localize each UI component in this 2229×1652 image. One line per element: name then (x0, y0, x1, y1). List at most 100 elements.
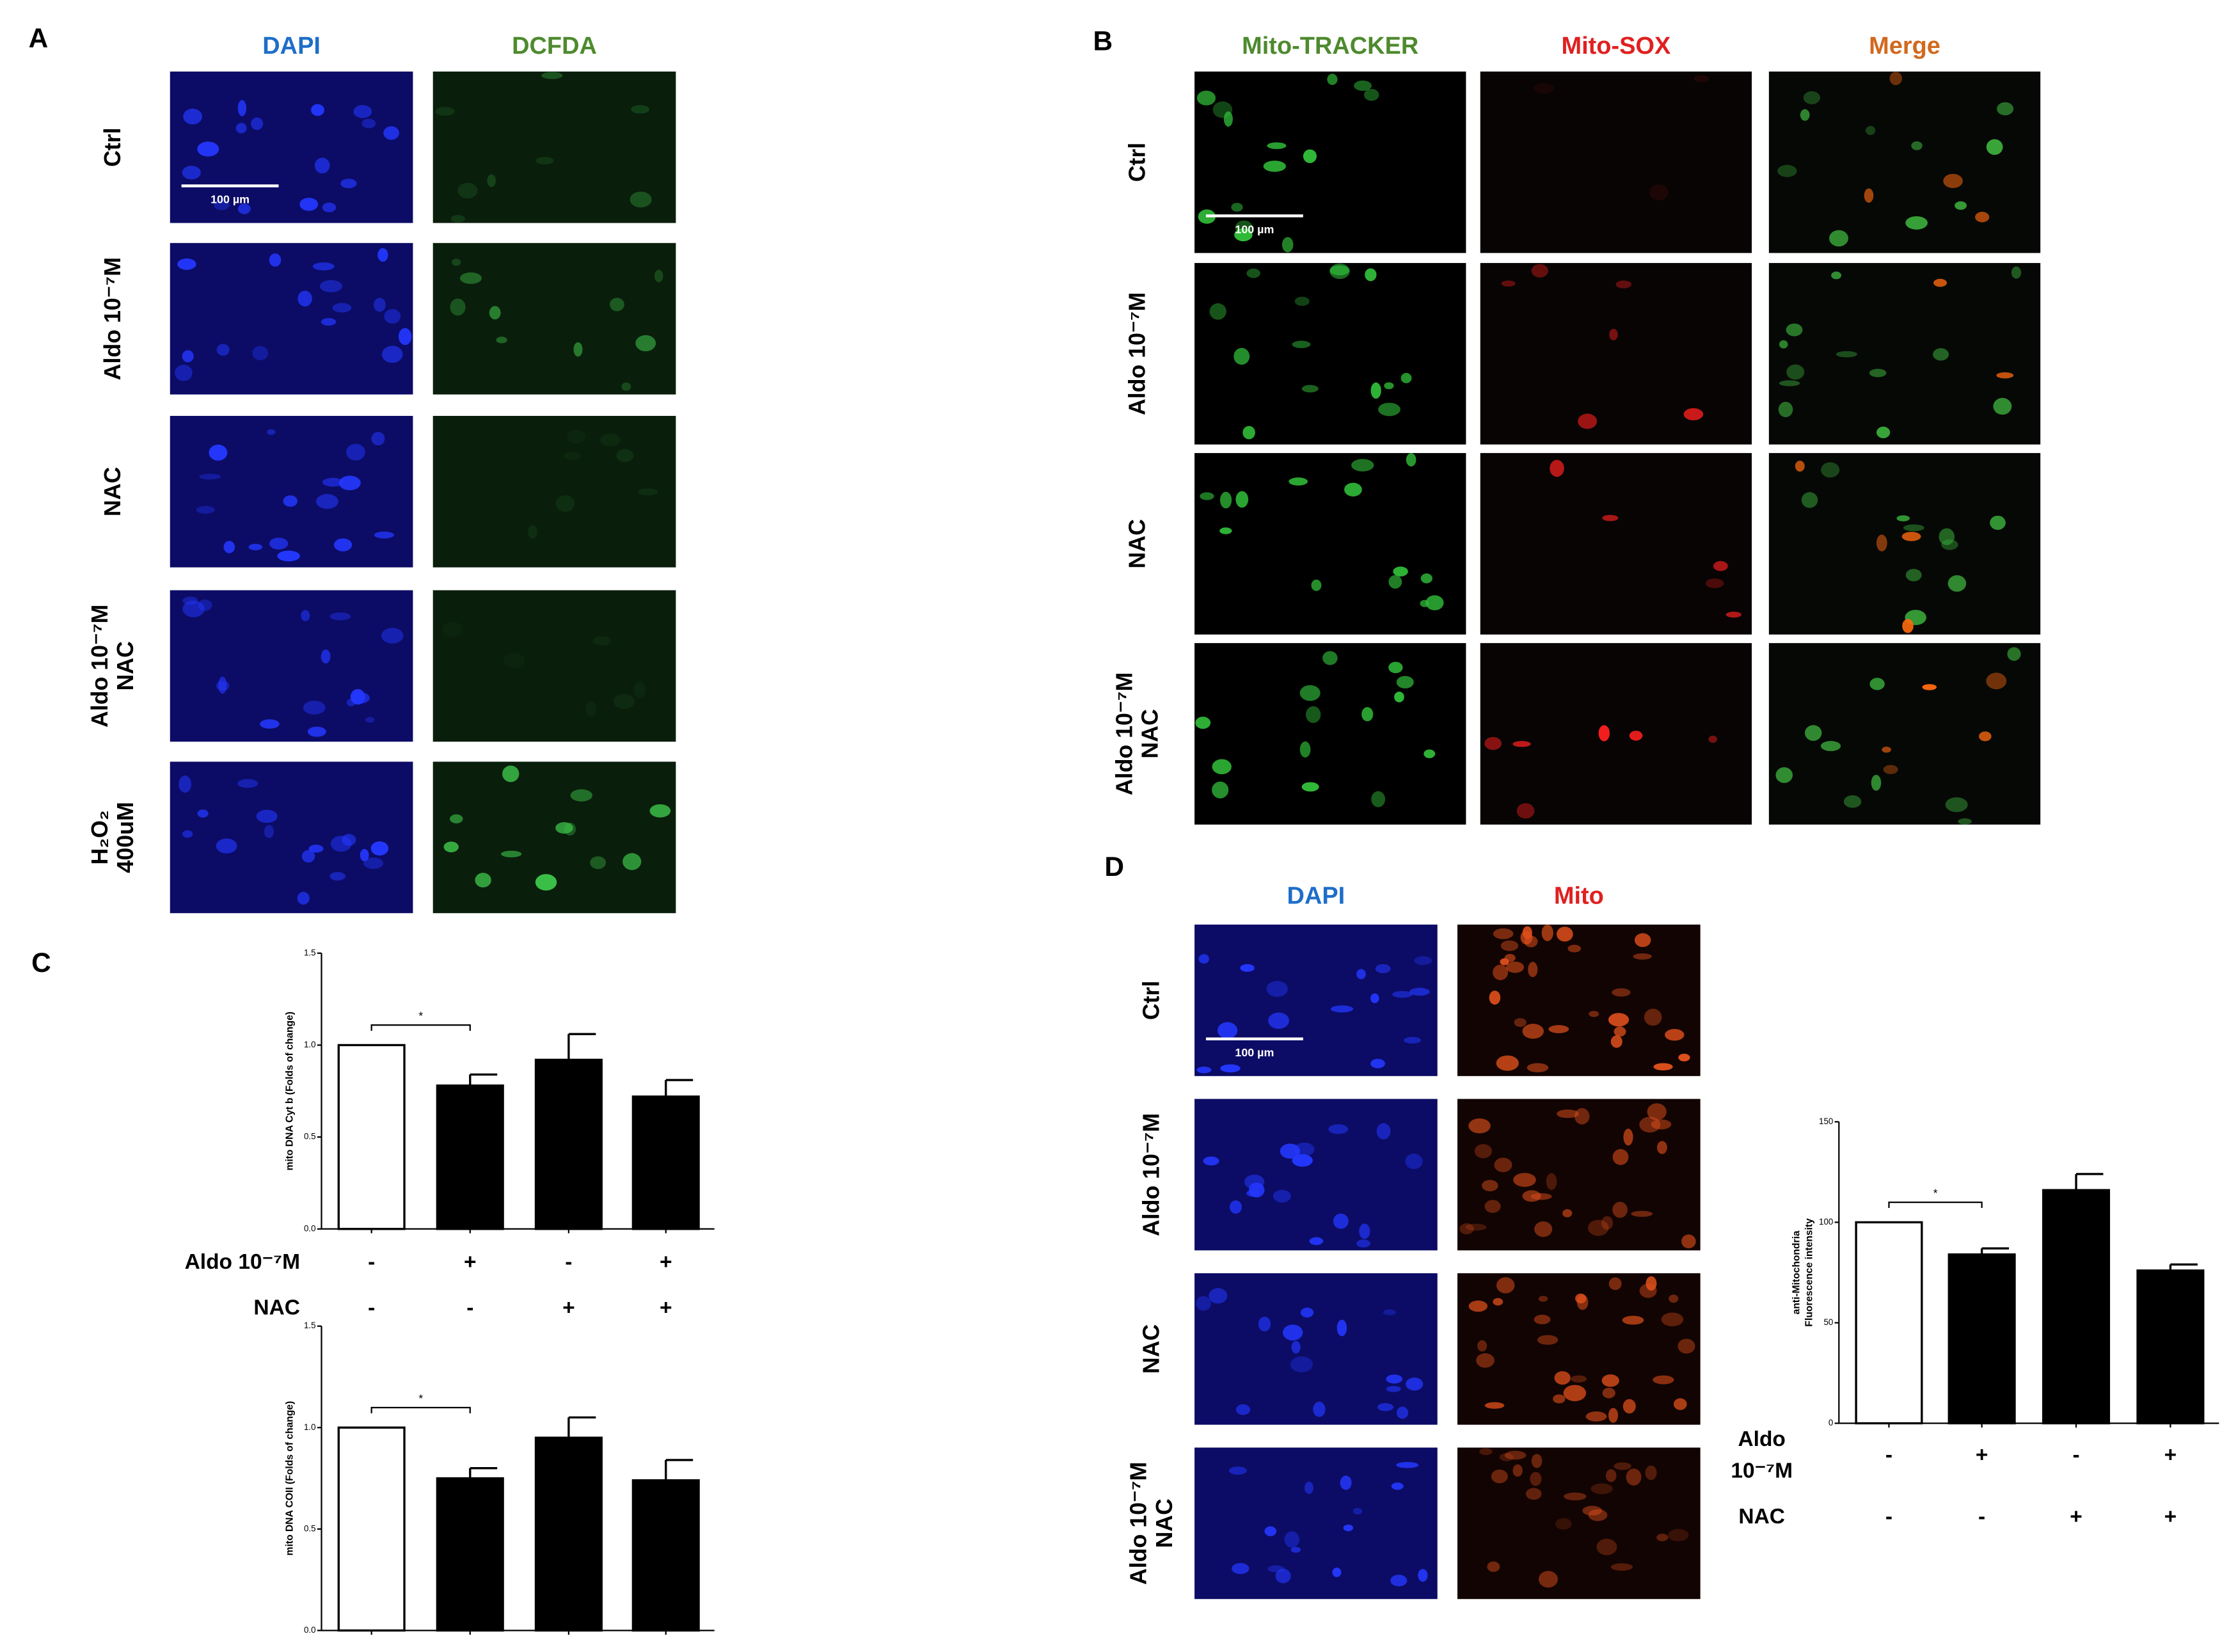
cell (1527, 1063, 1549, 1072)
cell (1602, 514, 1619, 521)
cell (1610, 1035, 1622, 1048)
micrograph (432, 590, 676, 742)
cell (1889, 72, 1902, 86)
cell (1622, 1315, 1644, 1325)
condition-sign: + (562, 1296, 575, 1320)
y-axis-label-line: Fluorescence intensity (1804, 1218, 1815, 1327)
cell (1678, 1053, 1690, 1061)
condition-sign: + (1976, 1443, 1988, 1467)
cell (1804, 725, 1822, 741)
y-tick-label: 0.5 (304, 1523, 316, 1533)
cell (1801, 492, 1818, 508)
cell (333, 538, 353, 552)
row-label-line: Aldo 10⁻⁷M (1139, 1113, 1164, 1236)
bar (631, 1479, 700, 1632)
cell (564, 452, 582, 461)
cell (182, 596, 198, 605)
cell (1905, 216, 1928, 230)
cell (1943, 173, 1963, 189)
cell (1882, 746, 1891, 753)
cell (450, 298, 466, 316)
row-label: H₂O₂ 400uM (87, 802, 138, 873)
significance-bracket (370, 1024, 471, 1031)
micrograph (1194, 263, 1466, 445)
micrograph-background (1768, 71, 2041, 253)
row-label-line: H₂O₂ (87, 810, 113, 864)
cell (1292, 1154, 1313, 1167)
micrograph (1768, 263, 2041, 445)
row-label-line: Ctrl (1124, 143, 1150, 182)
cell (1209, 303, 1226, 320)
cell (1459, 1223, 1474, 1235)
micrograph (1194, 453, 1466, 635)
micrograph-background (432, 416, 676, 568)
cell (252, 345, 269, 361)
cell (1264, 1526, 1277, 1536)
y-tick-label: 1.0 (304, 1422, 316, 1432)
y-tick-label: 0 (1828, 1418, 1833, 1427)
micrograph-background (1768, 453, 2041, 635)
cell (1275, 1568, 1291, 1584)
cell (502, 765, 520, 782)
cell (1633, 953, 1652, 960)
cell (570, 789, 592, 802)
cell (1232, 1562, 1249, 1575)
micrograph (1194, 643, 1466, 825)
cell (1548, 1025, 1569, 1033)
row-label-line: Ctrl (100, 127, 125, 167)
cell (1986, 139, 2003, 155)
cell (248, 543, 262, 551)
cell (631, 105, 649, 114)
cell (1230, 1200, 1242, 1214)
cell (1244, 1174, 1265, 1189)
cell (1301, 385, 1319, 393)
cell (1267, 142, 1287, 150)
cell (1240, 964, 1255, 972)
cell (196, 505, 215, 514)
cell (1582, 1505, 1603, 1516)
cell (1639, 1116, 1661, 1133)
cell (1209, 1288, 1228, 1304)
cell (297, 290, 312, 307)
cell (301, 610, 310, 621)
cell (1575, 1293, 1587, 1304)
cell (1266, 981, 1288, 997)
row-label: Aldo 10⁻⁷M (1139, 1113, 1164, 1236)
micrograph-background (1480, 643, 1752, 825)
cell (1420, 573, 1432, 584)
cell (1713, 560, 1728, 571)
cell (1383, 1309, 1396, 1315)
micrograph (170, 242, 413, 395)
row-label-line: NAC (1139, 1324, 1164, 1374)
cell (329, 871, 346, 881)
cell (329, 612, 351, 621)
cell (616, 449, 634, 463)
cell (1330, 1005, 1354, 1013)
cell (1626, 1468, 1642, 1486)
cell (435, 107, 455, 116)
cell (381, 628, 404, 644)
row-label-line: NAC (1124, 519, 1150, 568)
condition-sign: + (660, 1296, 672, 1320)
cell (600, 433, 621, 447)
condition-sign: - (466, 1296, 473, 1320)
condition-label: NAC (253, 1296, 300, 1320)
cell (1501, 280, 1516, 287)
cell (1896, 515, 1910, 521)
micrograph-background (432, 71, 676, 223)
y-tick-label: 0.0 (304, 1625, 316, 1635)
cell (214, 200, 230, 210)
cell (555, 822, 573, 834)
cell (1602, 1387, 1615, 1399)
cell (371, 432, 385, 446)
cell (501, 850, 522, 858)
cell (1958, 818, 1972, 825)
cell (1220, 1064, 1241, 1073)
cell (1609, 328, 1618, 340)
cell (1656, 1141, 1667, 1154)
cell (1622, 1399, 1636, 1414)
cell (182, 350, 194, 363)
cell (361, 118, 376, 129)
cell (1361, 707, 1374, 722)
cell (1493, 928, 1514, 939)
